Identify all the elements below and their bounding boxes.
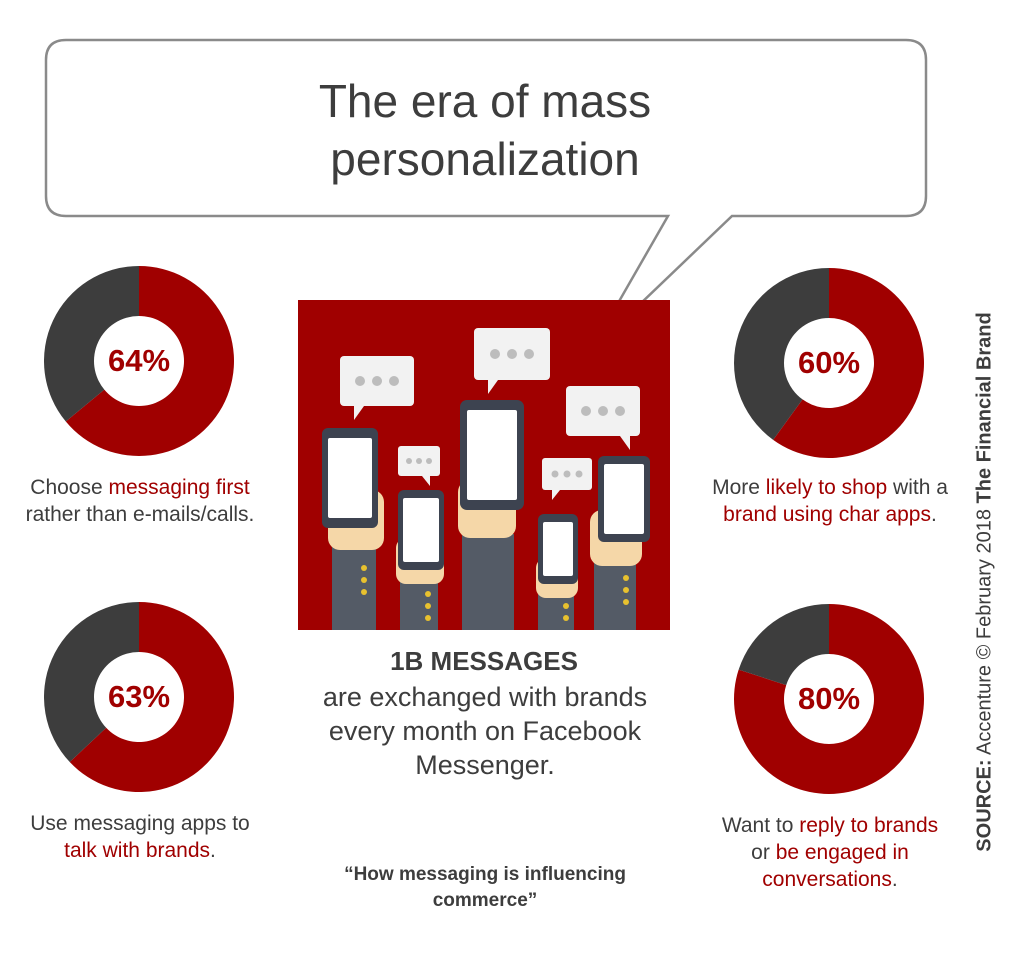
caption-highlight: reply to brands bbox=[799, 814, 939, 837]
donut-slice-remainder bbox=[44, 602, 139, 763]
source-brand: The Financial Brand bbox=[973, 312, 996, 504]
caption-highlight: brand using char apps bbox=[723, 503, 931, 526]
page-title: The era of mass personalization bbox=[318, 75, 652, 185]
donut-chart-messaging-first: 64% bbox=[44, 266, 234, 456]
caption-text: rather than e-mails/calls. bbox=[25, 503, 255, 526]
donut-slice-remainder bbox=[734, 268, 829, 440]
smartphone-icon bbox=[538, 514, 578, 584]
donut-slice-remainder bbox=[738, 604, 829, 686]
chat-bubble-icon bbox=[398, 446, 440, 486]
stat-caption-messaging-first: Choose messaging first rather than e-mai… bbox=[20, 474, 260, 528]
smartphone-icon bbox=[398, 490, 444, 570]
donut-chart-likely-to-shop: 60% bbox=[734, 268, 924, 458]
chat-bubble-icon bbox=[474, 328, 550, 394]
caption-highlight: be engaged in conversations bbox=[762, 841, 909, 891]
chat-bubble-icon bbox=[566, 386, 640, 450]
source-credit: SOURCE: Accenture © February 2018 The Fi… bbox=[974, 302, 997, 862]
source-label: SOURCE: bbox=[973, 759, 996, 852]
donut-label: 63% bbox=[107, 679, 171, 714]
donut-chart-reply-to-brands: 80% bbox=[734, 604, 924, 794]
smartphone-icon bbox=[598, 456, 650, 542]
donut-label: 60% bbox=[797, 345, 861, 380]
caption-text: More bbox=[712, 476, 766, 499]
hands-holding-phones-illustration bbox=[298, 300, 670, 630]
donut-slice-primary bbox=[65, 266, 234, 456]
quote-text: “How messaging is influencing commerce” bbox=[344, 864, 626, 911]
donut-label: 80% bbox=[797, 681, 861, 716]
chat-bubble-icon bbox=[542, 458, 592, 500]
caption-text: or bbox=[751, 841, 776, 864]
caption-text: Use messaging apps to bbox=[30, 812, 250, 835]
caption-text: . bbox=[891, 868, 898, 891]
donut-slice-primary bbox=[69, 602, 234, 792]
caption-text: with a bbox=[887, 476, 948, 499]
donut-slice-remainder bbox=[44, 266, 139, 422]
center-body-text: are exchanged with brands every month on… bbox=[322, 682, 648, 780]
caption-text: . bbox=[930, 503, 937, 526]
smartphone-icon bbox=[322, 428, 378, 528]
stat-caption-reply-to-brands: Want to reply to brands or be engaged in… bbox=[710, 812, 950, 893]
caption-highlight: talk with brands bbox=[64, 839, 211, 862]
donut-slice-primary bbox=[734, 604, 924, 794]
caption-highlight: likely to shop bbox=[765, 476, 888, 499]
stat-caption-talk-with-brands: Use messaging apps to talk with brands. bbox=[20, 810, 260, 864]
source-text: Accenture © February 2018 bbox=[973, 503, 996, 760]
chat-bubble-icon bbox=[340, 356, 414, 420]
donut-slice-primary bbox=[773, 268, 924, 458]
center-headline: 1B MESSAGES bbox=[390, 646, 578, 676]
smartphone-icon bbox=[460, 400, 524, 510]
stat-caption-likely-to-shop: More likely to shop with a brand using c… bbox=[710, 474, 950, 528]
donut-label: 64% bbox=[107, 343, 171, 378]
caption-text: . bbox=[210, 839, 216, 862]
caption-text: Choose bbox=[30, 476, 109, 499]
donut-chart-talk-with-brands: 63% bbox=[44, 602, 234, 792]
caption-highlight: messaging first bbox=[108, 476, 250, 499]
caption-text: Want to bbox=[721, 814, 800, 837]
